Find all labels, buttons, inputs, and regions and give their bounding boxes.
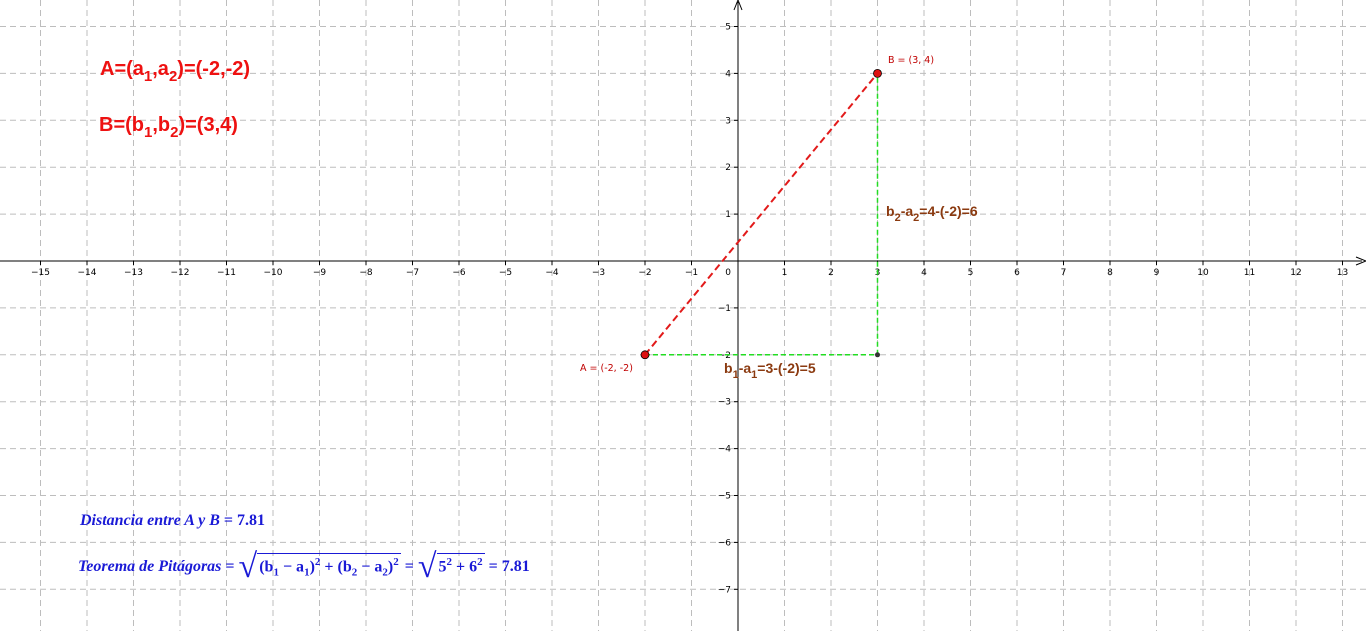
x-tick-label: −11 [217,268,236,278]
x-tick-label: −2 [638,268,651,278]
point-a-label: A = (-2, -2) [580,363,633,374]
axis-ticks: −15−14−13−12−11−10−9−8−7−6−5−4−3−2−11234… [31,23,1348,596]
x-tick-label: −7 [406,268,419,278]
vertical-difference-label: b2-a2=4-(-2)=6 [886,203,978,224]
y-tick-label: −2 [718,351,731,361]
x-tick-label: −12 [171,268,190,278]
y-tick-label: 5 [725,23,731,33]
x-tick-label: −6 [452,268,466,278]
x-tick-label: 11 [1244,268,1255,278]
point-b-coordinates: B=(b1,b2)=(3,4) [99,114,238,141]
origin-label: 0 [725,268,731,278]
y-tick-label: 1 [725,210,731,220]
x-tick-label: −4 [545,268,559,278]
y-tick-label: 3 [725,116,731,126]
x-tick-label: 12 [1290,268,1301,278]
y-axis-arrow [733,0,743,11]
y-tick-label: −7 [718,585,731,595]
y-tick-label: −4 [718,445,732,455]
x-axis-arrow [1355,256,1366,266]
x-tick-label: −15 [31,268,50,278]
x-tick-label: 7 [1061,268,1067,278]
point-b [873,69,882,78]
y-tick-label: −3 [718,398,731,408]
y-tick-label: −6 [718,538,732,548]
y-tick-label: −5 [718,492,731,502]
y-tick-label: −1 [718,304,731,314]
x-tick-label: −13 [124,268,143,278]
x-tick-label: 10 [1197,268,1209,278]
x-tick-label: −8 [359,268,373,278]
x-tick-label: −14 [78,268,97,278]
x-tick-label: 6 [1014,268,1020,278]
x-tick-label: 8 [1107,268,1113,278]
pythagoras-formula: Teorema de Pitágoras = √ (b1 − a1)2 + (b2… [78,548,530,585]
point-a-coordinates: A=(a1,a2)=(-2,-2) [100,58,251,85]
x-tick-label: −9 [313,268,327,278]
x-tick-label: 1 [782,268,788,278]
x-tick-label: −3 [592,268,605,278]
x-tick-label: 2 [828,268,834,278]
point-b-label: B = (3, 4) [888,55,934,66]
x-tick-label: 13 [1337,268,1348,278]
x-tick-label: −1 [685,268,698,278]
sqrt-general: √ (b1 − a1)2 + (b2 − a2)2 [238,548,401,585]
distance-formula: Distancia entre A y B = 7.81 [80,512,265,529]
y-tick-label: 2 [725,163,731,173]
horizontal-difference-label: b1-a1=3-(-2)=5 [724,360,816,381]
point-a [640,350,650,360]
sqrt-numeric: √ 52 + 62 [417,548,485,585]
x-tick-label: 4 [921,268,927,278]
x-tick-label: 5 [968,268,974,278]
y-tick-label: 4 [725,69,731,79]
x-tick-label: −5 [499,268,512,278]
x-tick-label: 9 [1154,268,1160,278]
x-tick-label: −10 [264,268,283,278]
segment-ab [644,72,879,356]
point-c [875,352,880,358]
construction [640,69,882,360]
